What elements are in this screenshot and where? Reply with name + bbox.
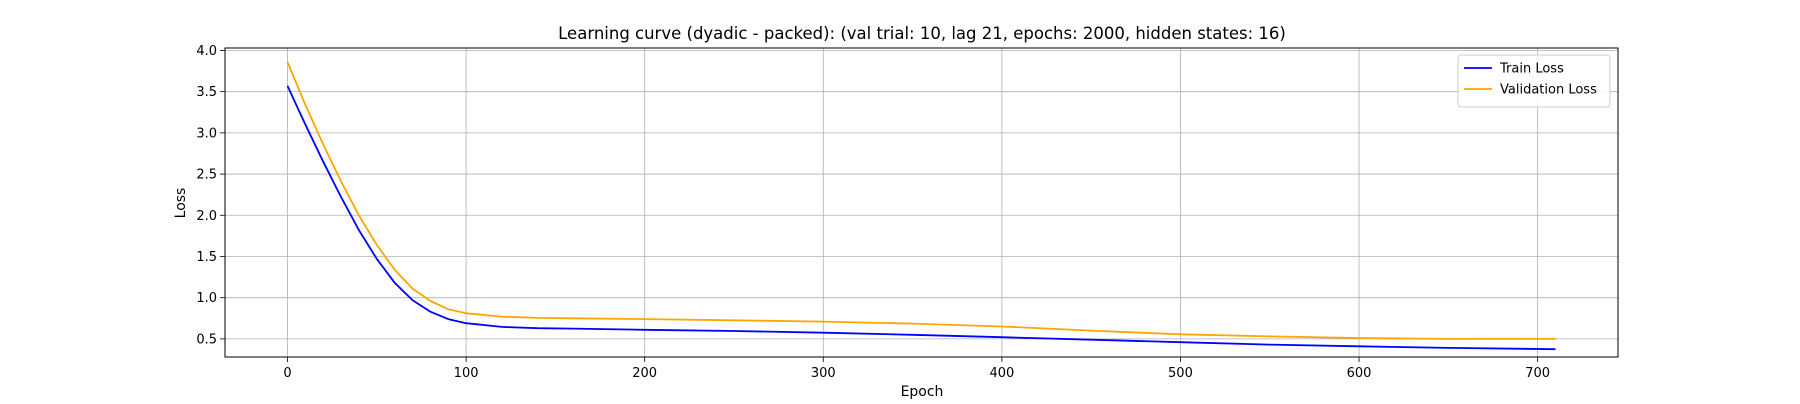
y-tick-label: 3.0 xyxy=(196,126,217,141)
plot-area-frame xyxy=(224,47,1619,358)
chart-title: Learning curve (dyadic - packed): (val t… xyxy=(558,24,1286,43)
series-line-validation-loss xyxy=(286,61,1556,340)
x-tick-label: 100 xyxy=(454,366,479,381)
x-tick-label: 0 xyxy=(283,366,291,381)
y-tick-label: 1.5 xyxy=(196,250,217,265)
x-tick-label: 500 xyxy=(1168,366,1193,381)
y-axis-title: Loss xyxy=(173,188,189,219)
x-axis-title: Epoch xyxy=(901,384,944,400)
x-tick-label: 400 xyxy=(989,366,1014,381)
grid-layer xyxy=(225,48,1618,357)
y-tick-label: 2.0 xyxy=(196,209,217,224)
legend-box xyxy=(1457,54,1611,108)
legend-label-validation-loss: Validation Loss xyxy=(1500,83,1597,98)
y-tick-label: 2.5 xyxy=(196,168,217,183)
series-layer xyxy=(286,61,1556,351)
legend: Train Loss Validation Loss xyxy=(1457,54,1611,108)
ticks-layer: 0 100 200 300 400 500 600 700 0.5 1.0 1.5 2.0 2.5 3.0… xyxy=(196,44,1550,381)
legend-label-train-loss: Train Loss xyxy=(1499,62,1564,77)
x-tick-label: 300 xyxy=(811,366,836,381)
y-tick-label: 0.5 xyxy=(196,332,217,347)
y-tick-label: 4.0 xyxy=(196,44,217,59)
x-tick-label: 700 xyxy=(1525,366,1550,381)
x-tick-label: 600 xyxy=(1347,366,1372,381)
y-tick-label: 1.0 xyxy=(196,291,217,306)
series-line-train-loss xyxy=(286,85,1556,351)
y-tick-label: 3.5 xyxy=(196,85,217,100)
x-tick-label: 200 xyxy=(632,366,657,381)
